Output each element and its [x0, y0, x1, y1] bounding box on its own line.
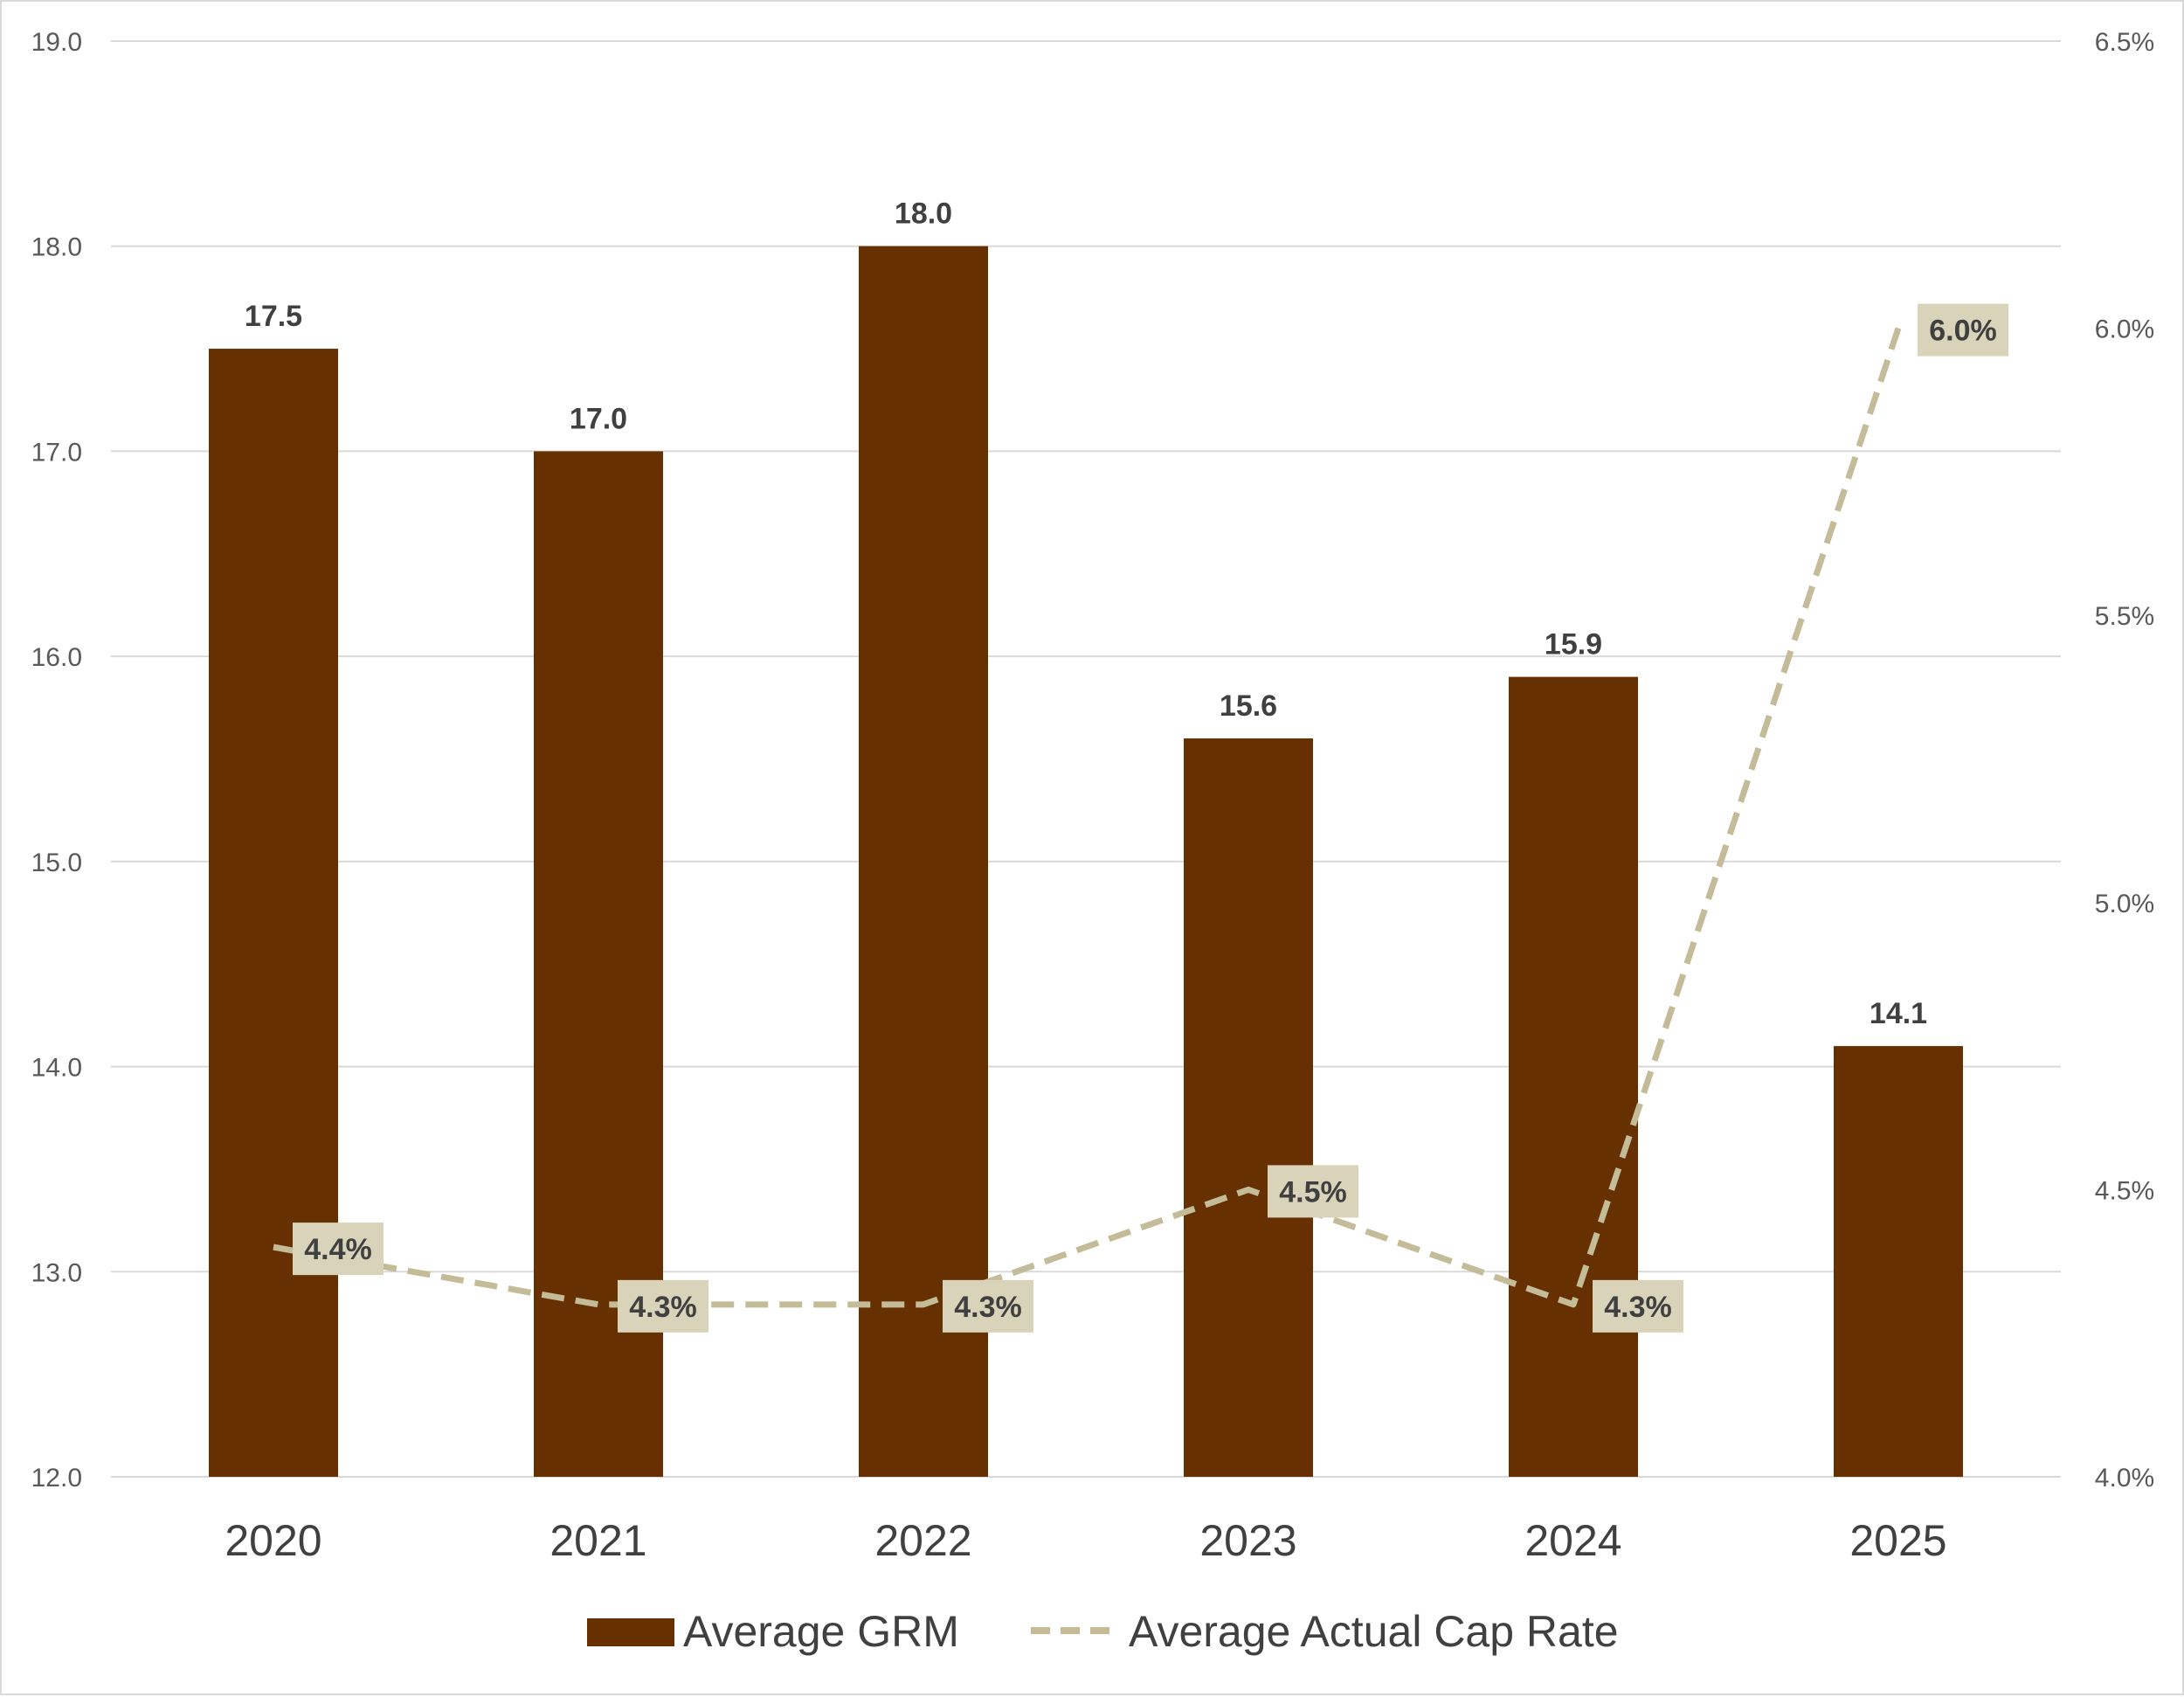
- line-label-box: [943, 1279, 1033, 1333]
- right-axis-tick-label: 5.5%: [2095, 602, 2154, 631]
- line-series: [273, 327, 1902, 1308]
- line-value-label: 4.3%: [1604, 1291, 1672, 1324]
- legend: Average GRM Average Actual Cap Rate: [587, 1607, 1619, 1656]
- bar-value-label: 15.9: [1545, 628, 1602, 661]
- bar-value-label: 17.5: [245, 300, 302, 333]
- x-axis-tick-label: 2020: [225, 1516, 321, 1565]
- line-label-box: [293, 1223, 384, 1276]
- left-axis-tick-label: 16.0: [31, 643, 82, 672]
- line-value-label: 4.3%: [629, 1291, 697, 1324]
- bar-2023: [1184, 738, 1313, 1477]
- right-axis-tick-label: 4.0%: [2095, 1464, 2154, 1493]
- line-data-labels: 4.4% 4.3% 4.3% 4.5% 4.3% 6.0%: [293, 303, 2008, 1333]
- left-axis-tick-label: 15.0: [31, 848, 82, 877]
- line-label-box: [618, 1279, 708, 1333]
- line-value-label: 6.0%: [1929, 315, 1997, 348]
- right-axis-tick-label: 4.5%: [2095, 1176, 2154, 1205]
- legend-label-cap-rate: Average Actual Cap Rate: [1129, 1607, 1619, 1656]
- legend-label-grm: Average GRM: [683, 1607, 959, 1656]
- bar-value-label: 17.0: [570, 402, 627, 435]
- left-axis-tick-label: 17.0: [31, 438, 82, 467]
- line-label-box: [1918, 303, 2008, 357]
- x-axis-tick-label: 2022: [874, 1516, 971, 1565]
- left-axis-tick-label: 18.0: [31, 233, 82, 262]
- x-axis-tick-label: 2023: [1199, 1516, 1296, 1565]
- line-value-label: 4.5%: [1279, 1175, 1347, 1209]
- legend-swatch-grm: [587, 1618, 674, 1646]
- right-axis: 4.0% 4.5% 5.0% 5.5% 6.0% 6.5%: [2095, 28, 2154, 1493]
- bar-2025: [1834, 1046, 1963, 1477]
- bar-data-labels: 17.5 17.0 18.0 15.6 15.9 14.1: [245, 197, 1927, 1030]
- left-axis: 12.0 13.0 14.0 15.0 16.0 17.0 18.0 19.0: [31, 28, 82, 1493]
- bar-value-label: 14.1: [1870, 997, 1927, 1030]
- left-axis-tick-label: 14.0: [31, 1054, 82, 1083]
- left-axis-tick-label: 12.0: [31, 1464, 82, 1493]
- line-label-box: [1593, 1279, 1683, 1333]
- bar-2024: [1509, 676, 1638, 1477]
- x-axis-tick-label: 2025: [1849, 1516, 1946, 1565]
- cap-rate-line: [273, 327, 1902, 1308]
- line-value-label: 4.4%: [304, 1233, 372, 1266]
- left-axis-tick-label: 13.0: [31, 1258, 82, 1287]
- bar-value-label: 15.6: [1220, 689, 1277, 723]
- x-axis-tick-label: 2024: [1524, 1516, 1621, 1565]
- line-value-label: 4.3%: [954, 1291, 1022, 1324]
- line-label-box: [1268, 1165, 1358, 1218]
- bar-2020: [209, 349, 338, 1478]
- gridlines: [111, 40, 2061, 1478]
- x-axis-tick-label: 2021: [549, 1516, 646, 1565]
- right-axis-tick-label: 5.0%: [2095, 890, 2154, 918]
- bar-value-label: 18.0: [895, 197, 952, 231]
- x-axis: 2020 2021 2022 2023 2024 2025: [225, 1516, 1946, 1565]
- left-axis-tick-label: 19.0: [31, 28, 82, 57]
- right-axis-tick-label: 6.0%: [2095, 315, 2154, 344]
- bar-2022: [859, 246, 988, 1477]
- right-axis-tick-label: 6.5%: [2095, 28, 2154, 57]
